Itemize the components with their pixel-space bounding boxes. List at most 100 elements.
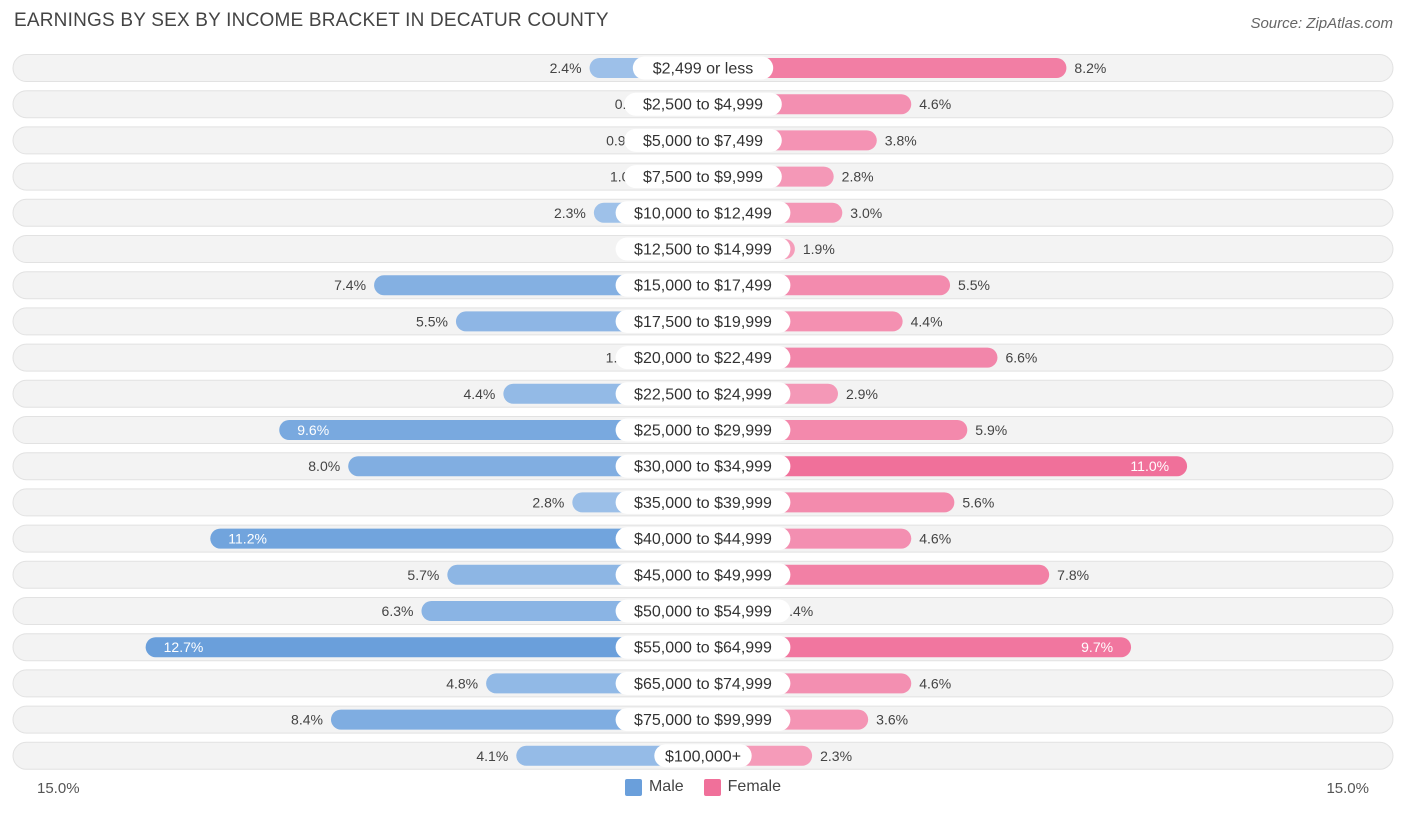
bar-female [703,456,1188,477]
category-pill [624,165,782,189]
category-pill [615,382,791,406]
bar-male [330,709,703,730]
category-label: $2,499 or less [653,61,754,78]
value-label-male: 5.7% [407,567,439,583]
row-11: 8.0% 11.0% $30,000 to $34,999 [12,452,1394,481]
row-12: 2.8% 5.6% $35,000 to $39,999 [12,488,1394,517]
category-label: $45,000 to $49,999 [634,567,772,584]
row-5: 0.67%1.9%$12,500 to $14,999 [12,235,1394,263]
row-15: 6.3% 1.4%$50,000 to $54,999 [12,597,1394,625]
value-label-male: 12.7% [164,639,204,655]
legend-item-male: Male [624,778,684,796]
category-pill [615,237,791,261]
category-pill [615,418,791,442]
category-pill [624,128,782,152]
value-label-female: 2.3% [820,748,852,764]
category-label: $75,000 to $99,999 [634,712,772,729]
value-label-male: 11.2% [228,531,267,547]
category-pill [615,309,791,333]
value-label-female: 3.8% [885,132,917,148]
value-label-female: 5.5% [958,277,990,293]
value-label-female: 4.6% [919,96,951,112]
category-pill [615,708,791,732]
category-pill [615,201,791,225]
category-label: $30,000 to $34,999 [634,459,772,476]
legend-swatch-female [703,778,721,796]
value-label-female: 4.6% [919,675,951,691]
legend-label-male: Male [648,778,684,795]
category-label: $5,000 to $7,499 [643,133,763,150]
row-19: 4.1% 2.3% $100,000+ [12,741,1394,770]
value-label-female: 2.8% [842,169,874,185]
row-1: 0.71%4.6%$2,500 to $4,999 [12,90,1394,119]
row-7: 5.5% 4.4% $17,500 to $19,999 [12,307,1394,336]
value-label-female: 11.0% [1130,458,1169,474]
legend-item-female: Female [703,778,782,796]
value-label-male: 4.4% [463,386,495,402]
bar-male [348,456,703,477]
row-16: 12.7% 9.7% $55,000 to $64,999 [12,633,1394,662]
value-label-male: 7.4% [334,277,366,293]
row-13: 11.2% 4.6% $40,000 to $44,999 [12,524,1394,553]
value-label-male: 8.0% [308,458,340,474]
category-pill [615,599,791,623]
category-pill [615,527,791,551]
category-label: $35,000 to $39,999 [634,495,772,512]
value-label-male: 2.4% [550,60,582,76]
category-pill [615,490,791,514]
row-0: 2.4% 8.2% $2,499 or less [12,54,1394,82]
category-label: $55,000 to $64,999 [634,640,772,657]
category-pill [615,454,791,478]
category-label: $12,500 to $14,999 [634,242,772,259]
bar-chart: 2.4%8.2%$2,499 or less0.71%4.6%$2,500 to… [12,54,1394,770]
category-pill [632,56,774,80]
category-pill [654,744,752,768]
row-18: 8.4% 3.6% $75,000 to $99,999 [12,705,1394,734]
row-10: 9.6% 5.9% $25,000 to $29,999 [12,416,1394,444]
value-label-male: 6.3% [382,603,414,619]
value-label-female: 5.9% [975,422,1007,438]
category-label: $17,500 to $19,999 [634,314,772,331]
legend: Male Female [0,778,1406,796]
legend-label-female: Female [727,778,782,795]
source-label: Source: ZipAtlas.com [1250,15,1393,32]
row-9: 4.4% 2.9% $22,500 to $24,999 [12,379,1394,408]
category-label: $2,500 to $4,999 [643,97,763,114]
row-3: 1.0%2.8%$7,500 to $9,999 [12,162,1394,191]
row-4: 2.3% 3.0% $10,000 to $12,499 [12,198,1394,227]
value-label-female: 7.8% [1057,567,1089,583]
category-pill [615,346,791,370]
category-label: $10,000 to $12,499 [634,205,772,222]
axis-label-right: 15.0% [1326,780,1369,797]
row-17: 4.8% 4.6% $65,000 to $74,999 [12,669,1394,698]
category-pill [624,92,782,116]
value-label-male: 2.3% [554,205,586,221]
value-label-female: 5.6% [962,494,994,510]
category-label: $7,500 to $9,999 [643,169,763,186]
bar-female [703,637,1132,658]
category-label: $22,500 to $24,999 [634,386,772,403]
category-label: $25,000 to $29,999 [634,423,772,440]
row-8: 1.1%6.6%$20,000 to $22,499 [12,343,1394,372]
value-label-female: 4.6% [919,531,951,547]
category-pill [615,273,791,297]
value-label-male: 2.8% [532,494,564,510]
category-label: $40,000 to $44,999 [634,531,772,548]
axis-label-left: 15.0% [37,780,80,797]
row-6: 7.4% 5.5% $15,000 to $17,499 [12,271,1394,300]
value-label-female: 8.2% [1074,60,1106,76]
value-label-female: 4.4% [911,313,943,329]
category-pill [615,563,791,587]
chart-title: EARNINGS BY SEX BY INCOME BRACKET IN DEC… [14,10,609,31]
category-label: $15,000 to $17,499 [634,278,772,295]
value-label-female: 6.6% [1005,350,1037,366]
row-14: 5.7% 7.8% $45,000 to $49,999 [12,560,1394,589]
bar-male [279,420,703,440]
row-2: 0.91%3.8%$5,000 to $7,499 [12,126,1394,155]
value-label-female: 3.6% [876,712,908,728]
category-label: $50,000 to $54,999 [634,604,772,621]
bar-male [145,637,703,658]
value-label-female: 3.0% [850,205,882,221]
value-label-female: 9.7% [1081,639,1113,655]
category-label: $65,000 to $74,999 [634,676,772,693]
